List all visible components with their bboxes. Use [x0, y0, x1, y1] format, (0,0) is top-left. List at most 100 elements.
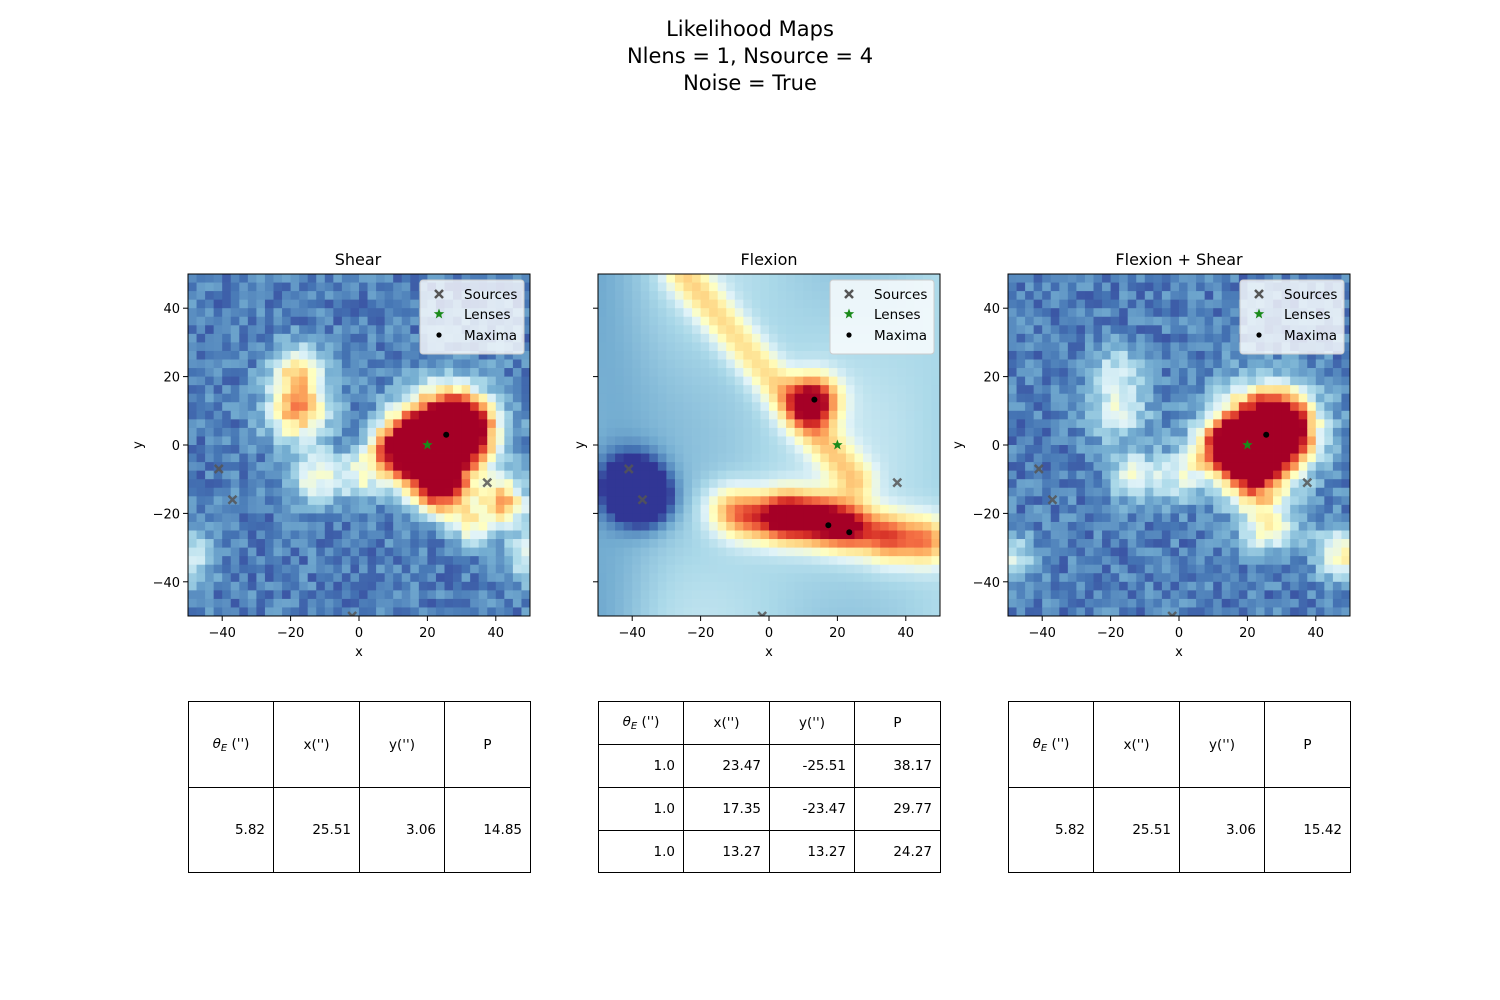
- heatmap-cell: [1127, 291, 1137, 301]
- heatmap-cell: [1179, 539, 1188, 548]
- heatmap-cell: [777, 487, 787, 497]
- heatmap-cell: [461, 393, 471, 403]
- heatmap-cell: [1290, 385, 1300, 395]
- heatmap-cell: [606, 556, 616, 566]
- heatmap-cell: [1307, 402, 1317, 412]
- heatmap-cell: [692, 368, 701, 377]
- heatmap-cell: [777, 410, 787, 420]
- heatmap-cell: [683, 521, 693, 531]
- heatmap-cell: [521, 410, 530, 420]
- heatmap-cell: [623, 445, 633, 454]
- heatmap-cell: [393, 479, 403, 489]
- heatmap-cell: [299, 521, 309, 531]
- heatmap-cell: [350, 556, 360, 566]
- heatmap-cell: [427, 504, 437, 514]
- heatmap-cell: [1136, 325, 1146, 335]
- heatmap-cell: [1153, 376, 1163, 386]
- heatmap-cell: [794, 556, 804, 566]
- heatmap-cell: [914, 547, 924, 557]
- heatmap-cell: [598, 496, 607, 506]
- heatmap-cell: [1110, 564, 1120, 574]
- heatmap-cell: [273, 427, 283, 437]
- heatmap-cell: [931, 564, 940, 574]
- heatmap-cell: [1033, 607, 1043, 616]
- heatmap-cell: [726, 299, 736, 309]
- heatmap-cell: [213, 496, 223, 506]
- heatmap-cell: [299, 556, 309, 566]
- heatmap-cell: [282, 350, 291, 360]
- heatmap-cell: [495, 547, 505, 557]
- heatmap-cell: [478, 402, 488, 412]
- heatmap-cell: [256, 419, 266, 429]
- heatmap-cell: [1298, 564, 1308, 574]
- heatmap-cell: [1290, 581, 1300, 591]
- heatmap-cell: [880, 556, 890, 566]
- heatmap-cell: [521, 590, 530, 600]
- heatmap-cell: [615, 385, 625, 395]
- heatmap-cell: [871, 479, 881, 489]
- heatmap-cell: [1059, 445, 1069, 454]
- heatmap-cell: [1153, 359, 1163, 369]
- heatmap-cell: [376, 410, 386, 420]
- heatmap-cell: [307, 513, 317, 523]
- heatmap-cell: [1315, 385, 1325, 395]
- heatmap-cell: [1033, 573, 1043, 583]
- heatmap-cell: [863, 402, 872, 412]
- heatmap-cell: [230, 564, 240, 574]
- heatmap-cell: [931, 376, 940, 386]
- heatmap-cell: [504, 385, 514, 395]
- heatmap-cell: [674, 445, 684, 454]
- heatmap-cell: [1213, 325, 1223, 335]
- heatmap-cell: [743, 308, 753, 318]
- heatmap-cell: [1179, 359, 1188, 369]
- heatmap-cell: [1153, 385, 1163, 395]
- heatmap-cell: [1332, 453, 1342, 463]
- heatmap-cell: [734, 564, 744, 574]
- heatmap-cell: [777, 282, 787, 292]
- heatmap-cell: [1050, 513, 1060, 523]
- heatmap-cell: [1324, 607, 1334, 616]
- heatmap-cell: [786, 590, 796, 600]
- heatmap-cell: [726, 573, 736, 583]
- heatmap-cell: [1136, 299, 1146, 309]
- heatmap-cell: [1119, 445, 1129, 454]
- heatmap-cell: [1281, 436, 1291, 446]
- heatmap-cell: [777, 470, 787, 480]
- heatmap-cell: [820, 453, 830, 463]
- heatmap-cell: [256, 479, 266, 489]
- heatmap-cell: [786, 462, 796, 472]
- heatmap-cell: [461, 350, 471, 360]
- heatmap-cell: [734, 274, 744, 283]
- heatmap-cell: [700, 333, 710, 343]
- heatmap-cell: [290, 479, 300, 489]
- heatmap-cell: [290, 359, 300, 369]
- heatmap-cell: [299, 299, 309, 309]
- heatmap-cell: [897, 496, 907, 506]
- heatmap-cell: [931, 539, 940, 548]
- heatmap-cell: [734, 402, 744, 412]
- heatmap-cell: [709, 504, 719, 514]
- heatmap-cell: [726, 410, 736, 420]
- heatmap-cell: [1332, 581, 1342, 591]
- heatmap-cell: [863, 607, 872, 616]
- heatmap-cell: [401, 521, 411, 531]
- heatmap-cell: [1067, 487, 1077, 497]
- heatmap-cell: [350, 359, 360, 369]
- heatmap-cell: [1238, 453, 1248, 463]
- heatmap-cell: [683, 393, 693, 403]
- heatmap-cell: [230, 385, 240, 395]
- heatmap-cell: [734, 308, 744, 318]
- heatmap-cell: [273, 436, 283, 446]
- heatmap-cell: [418, 385, 428, 395]
- heatmap-cell: [828, 556, 838, 566]
- heatmap-cell: [794, 419, 804, 429]
- heatmap-cell: [743, 453, 753, 463]
- heatmap-cell: [734, 521, 744, 531]
- heatmap-cell: [367, 385, 377, 395]
- heatmap-cell: [384, 470, 394, 480]
- heatmap-cell: [478, 350, 488, 360]
- heatmap-cell: [811, 530, 821, 540]
- heatmap-cell: [777, 607, 787, 616]
- heatmap-cell: [1196, 504, 1206, 514]
